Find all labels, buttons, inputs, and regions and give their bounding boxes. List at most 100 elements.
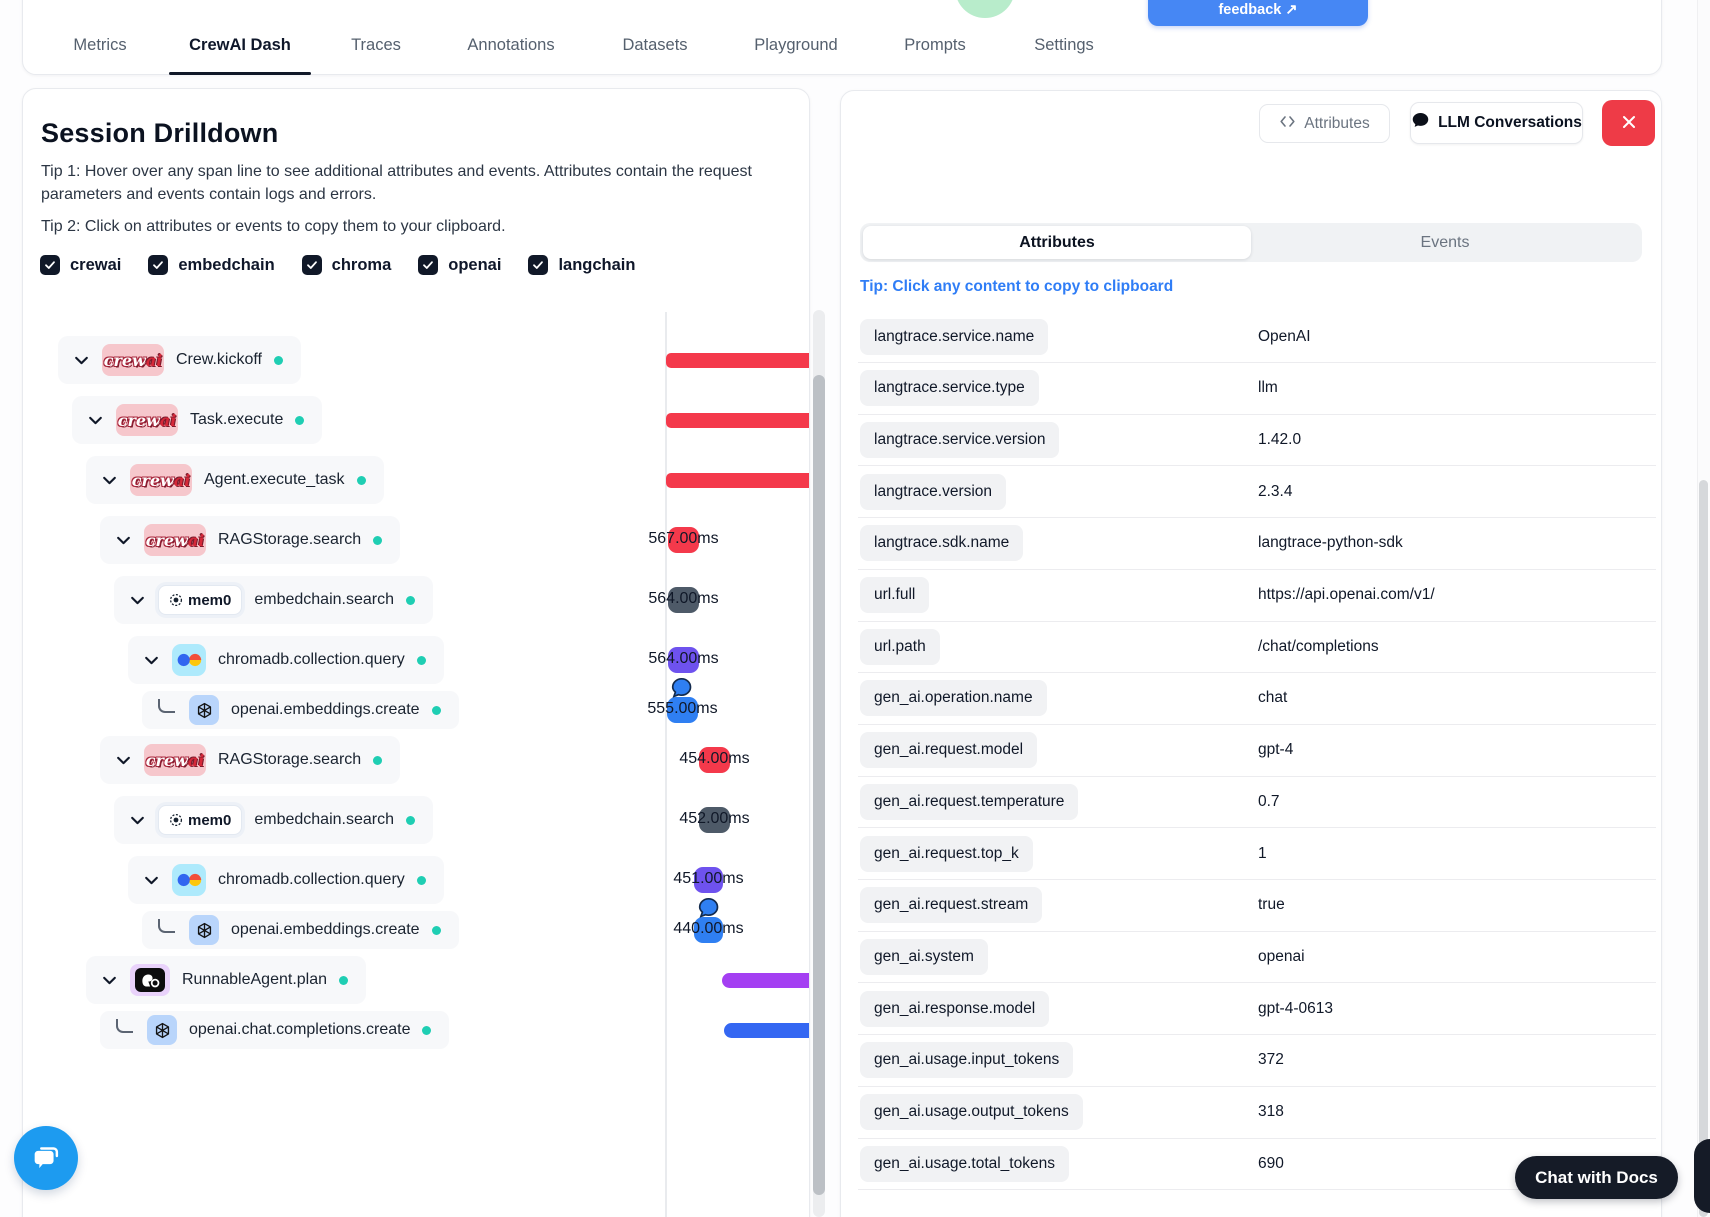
duration-bar[interactable] <box>694 917 723 943</box>
checkbox-checked-icon[interactable] <box>301 255 322 275</box>
tree-scrollbar-thumb[interactable] <box>813 375 825 1195</box>
attribute-key[interactable]: gen_ai.request.top_k <box>860 835 1033 872</box>
chevron-down-icon[interactable] <box>142 871 160 889</box>
attribute-key[interactable]: gen_ai.request.model <box>860 732 1038 769</box>
chevron-down-icon[interactable] <box>128 591 146 609</box>
chat-with-docs-button[interactable]: Chat with Docs <box>1515 1156 1678 1199</box>
llm-conversations-button[interactable]: LLM Conversations <box>1410 102 1583 144</box>
close-button[interactable] <box>1602 100 1655 146</box>
nav-tab-datasets[interactable]: Datasets <box>622 36 688 54</box>
attribute-value[interactable]: https://api.openai.com/v1/ <box>1258 586 1435 603</box>
attribute-value[interactable]: 1.42.0 <box>1258 430 1302 448</box>
attribute-value[interactable]: gpt-4-0613 <box>1258 999 1333 1017</box>
chevron-down-icon[interactable] <box>114 531 132 549</box>
checkbox-checked-icon[interactable] <box>148 255 169 275</box>
chevron-down-icon[interactable] <box>86 411 104 429</box>
attribute-key[interactable]: gen_ai.request.stream <box>860 887 1043 924</box>
attribute-key[interactable]: gen_ai.system <box>860 938 988 975</box>
checkbox-checked-icon[interactable] <box>40 255 60 275</box>
chevron-down-icon[interactable] <box>100 971 118 989</box>
attribute-value[interactable]: 0.7 <box>1258 792 1280 810</box>
avatar[interactable] <box>955 0 1015 18</box>
attribute-value[interactable]: 2.3.4 <box>1258 482 1293 500</box>
nav-tab-metrics[interactable]: Metrics <box>73 36 127 54</box>
duration-bar[interactable] <box>667 697 698 723</box>
span-row-RAGStorage-search[interactable]: crew ai RAGStorage.search <box>100 736 401 784</box>
span-row-openai-embeddings-create[interactable]: openai.embeddings.create <box>142 911 459 949</box>
chevron-down-icon[interactable] <box>114 751 132 769</box>
attribute-value[interactable]: 372 <box>1258 1051 1284 1069</box>
span-row-Crew-kickoff[interactable]: crew ai Crew.kickoff <box>58 336 301 384</box>
attribute-key[interactable]: gen_ai.usage.input_tokens <box>860 1042 1074 1079</box>
chat-widget-button[interactable] <box>14 1126 78 1190</box>
duration-bar[interactable] <box>666 412 809 428</box>
nav-tab-settings[interactable]: Settings <box>1034 36 1094 54</box>
span-row-openai-chat-completions-create[interactable]: openai.chat.completions.create <box>100 1011 450 1049</box>
duration-bar[interactable] <box>666 472 809 488</box>
attribute-key[interactable]: langtrace.service.type <box>860 370 1039 407</box>
nav-tab-annotations[interactable]: Annotations <box>467 36 555 54</box>
attribute-key[interactable]: gen_ai.usage.total_tokens <box>860 1145 1069 1182</box>
duration-bar[interactable] <box>668 647 699 673</box>
filter-checkbox-chroma[interactable]: chroma <box>301 255 391 275</box>
attribute-key[interactable]: langtrace.version <box>860 473 1007 510</box>
attribute-value[interactable]: 318 <box>1258 1103 1284 1120</box>
attribute-key[interactable]: langtrace.sdk.name <box>860 525 1024 562</box>
span-row-RAGStorage-search[interactable]: crew ai RAGStorage.search <box>100 516 401 564</box>
tab-attributes[interactable]: Attributes <box>863 226 1251 259</box>
attribute-value[interactable]: llm <box>1258 379 1278 397</box>
filter-checkbox-embedchain[interactable]: embedchain <box>148 255 275 275</box>
page-scrollbar-thumb[interactable] <box>1699 480 1708 1217</box>
chevron-down-icon[interactable] <box>142 651 160 669</box>
filter-checkbox-crewai[interactable]: crewai <box>40 255 121 275</box>
span-row-RunnableAgent-plan[interactable]: RunnableAgent.plan <box>86 956 367 1004</box>
attribute-value[interactable]: true <box>1258 896 1285 914</box>
nav-tab-prompts[interactable]: Prompts <box>904 36 966 54</box>
attribute-key[interactable]: gen_ai.response.model <box>860 990 1050 1027</box>
tab-events[interactable]: Events <box>1420 233 1470 251</box>
chevron-down-icon[interactable] <box>100 471 118 489</box>
span-row-openai-embeddings-create[interactable]: openai.embeddings.create <box>142 691 459 729</box>
attribute-key[interactable]: gen_ai.request.temperature <box>860 783 1079 820</box>
duration-bar[interactable] <box>699 807 730 833</box>
attribute-key[interactable]: gen_ai.operation.name <box>860 680 1047 717</box>
duration-bar[interactable] <box>668 527 699 553</box>
attribute-value[interactable]: 690 <box>1258 1154 1284 1172</box>
attribute-value[interactable]: gpt-4 <box>1258 741 1294 759</box>
chevron-down-icon[interactable] <box>128 811 146 829</box>
attribute-value[interactable]: chat <box>1258 689 1288 707</box>
attribute-value[interactable]: OpenAI <box>1258 327 1311 345</box>
attribute-key[interactable]: langtrace.service.version <box>860 421 1060 458</box>
duration-bar[interactable] <box>666 352 809 368</box>
duration-bar[interactable] <box>722 972 809 988</box>
duration-bar[interactable] <box>668 587 699 613</box>
span-row-Agent-execute_task[interactable]: crew ai Agent.execute_task <box>86 456 384 504</box>
attribute-value[interactable]: /chat/completions <box>1258 637 1379 655</box>
filter-checkbox-langchain[interactable]: langchain <box>528 255 635 275</box>
span-row-chromadb-collection-query[interactable]: chromadb.collection.query <box>128 856 444 904</box>
attribute-value[interactable]: langtrace-python-sdk <box>1258 534 1403 552</box>
duration-bar[interactable] <box>724 1022 809 1038</box>
duration-bar[interactable] <box>694 867 723 893</box>
attribute-key[interactable]: gen_ai.usage.output_tokens <box>860 1094 1083 1130</box>
span-row-Task-execute[interactable]: crew ai Task.execute <box>72 396 323 444</box>
checkbox-checked-icon[interactable] <box>418 255 439 275</box>
llm-conversation-bubble-icon[interactable] <box>696 896 720 925</box>
span-row-embedchain-search[interactable]: mem0 embedchain.search <box>114 796 433 844</box>
offscreen-floating-button[interactable] <box>1694 1139 1710 1213</box>
attributes-header-button[interactable]: Attributes <box>1259 104 1390 143</box>
chevron-down-icon[interactable] <box>72 351 90 369</box>
nav-tab-playground[interactable]: Playground <box>754 36 838 54</box>
span-row-chromadb-collection-query[interactable]: chromadb.collection.query <box>128 636 444 684</box>
attribute-value[interactable]: 1 <box>1258 844 1267 862</box>
nav-tab-traces[interactable]: Traces <box>351 36 401 54</box>
llm-conversation-bubble-icon[interactable] <box>669 676 693 705</box>
nav-tab-crewai-dash[interactable]: CrewAI Dash <box>189 36 291 54</box>
free-credits-button[interactable]: Get more FREE credits for feedback ↗ <box>1148 0 1368 26</box>
attribute-key[interactable]: url.path <box>860 628 940 665</box>
duration-bar[interactable] <box>699 747 730 773</box>
copy-tip-link[interactable]: Tip: Click any content to copy to clipbo… <box>860 278 1174 295</box>
filter-checkbox-openai[interactable]: openai <box>418 255 501 275</box>
checkbox-checked-icon[interactable] <box>528 255 549 275</box>
span-row-embedchain-search[interactable]: mem0 embedchain.search <box>114 576 433 624</box>
